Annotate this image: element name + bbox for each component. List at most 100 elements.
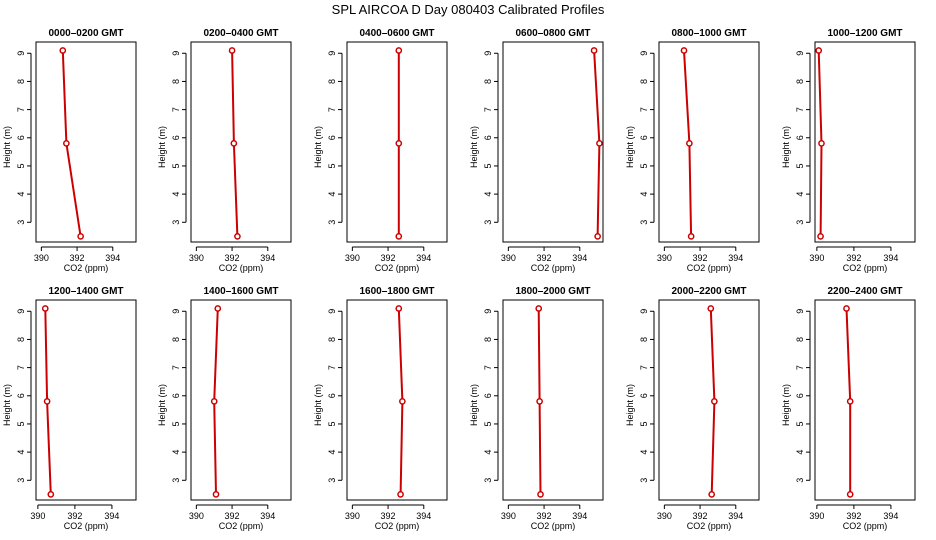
y-tick-label: 9 [16,51,26,56]
data-point [397,491,404,498]
data-point [230,140,238,147]
y-tick-label: 9 [639,51,649,56]
x-axis-label: CO2 (ppm) [219,263,264,273]
x-axis-label: CO2 (ppm) [531,521,576,531]
y-axis-label: Height (m) [781,126,791,168]
y-tick-label: 7 [483,365,493,370]
data-point [395,305,403,312]
x-tick-label: 394 [728,253,743,263]
y-tick-label: 9 [171,309,181,314]
y-axis-label: Height (m) [313,384,323,426]
page-title: SPL AIRCOA D Day 080403 Calibrated Profi… [331,2,605,17]
y-tick-label: 3 [639,220,649,225]
x-tick-label: 390 [809,511,824,521]
y-axis-label: Height (m) [781,384,791,426]
data-point [708,491,716,498]
y-tick-label: 4 [171,450,181,455]
x-tick-label: 392 [693,511,708,521]
x-tick-label: 392 [537,511,552,521]
data-point [596,140,603,147]
y-axis-label: Height (m) [625,126,635,168]
y-axis-label: Height (m) [313,126,323,168]
x-axis-label: CO2 (ppm) [687,521,732,531]
data-point [535,305,543,312]
panel-title: 2000–2200 GMT [671,286,746,297]
plot-frame [346,41,448,243]
y-tick-label: 5 [795,163,805,168]
x-tick-label: 392 [381,253,396,263]
x-tick-label: 392 [67,511,82,521]
y-tick-label: 3 [795,478,805,483]
y-tick-label: 3 [16,220,26,225]
data-point [846,491,854,498]
y-tick-label: 4 [483,192,493,197]
plot-frame [346,299,448,501]
x-tick-label: 394 [416,253,431,263]
x-tick-label: 392 [537,253,552,263]
x-tick-label: 394 [572,253,587,263]
data-point [228,47,236,54]
x-axis-label: CO2 (ppm) [219,521,264,531]
y-tick-label: 4 [327,192,337,197]
x-tick-label: 394 [105,253,120,263]
chart-panel-2: 0200–0400 GMT 390 392 394 3 4 5 6 7 8 9 CO2 (ppm) He… [157,28,292,273]
data-point [63,140,70,147]
data-point [212,491,220,498]
y-tick-label: 9 [483,309,493,314]
data-point [536,398,543,405]
y-tick-label: 4 [795,192,805,197]
x-axis-label: CO2 (ppm) [843,521,888,531]
y-tick-label: 7 [639,365,649,370]
x-tick-label: 392 [693,253,708,263]
y-tick-label: 4 [639,450,649,455]
panel-title: 0400–0600 GMT [359,28,434,39]
plot-frame [658,41,760,243]
y-tick-label: 4 [795,450,805,455]
y-tick-label: 5 [639,421,649,426]
y-tick-label: 8 [795,79,805,84]
chart-panel-6: 1000–1200 GMT 390 392 394 3 4 5 6 7 8 9 CO2 (ppm) He… [781,28,916,273]
x-tick-label: 392 [70,253,85,263]
panel-title: 1200–1400 GMT [48,286,123,297]
plot-frame [35,299,137,501]
data-point [537,491,544,498]
chart-panel-12: 2200–2400 GMT 390 392 394 3 4 5 6 7 8 9 CO2 (ppm) He… [781,286,916,531]
plot-frame [814,299,916,501]
x-tick-label: 394 [883,253,898,263]
chart-panel-4: 0600–0800 GMT 390 392 394 3 4 5 6 7 8 9 CO2 (ppm) He… [469,28,604,273]
panel-title: 2200–2400 GMT [827,286,902,297]
chart-panel-5: 0800–1000 GMT 390 392 394 3 4 5 6 7 8 9 CO2 (ppm) He… [625,28,760,273]
data-point [395,233,403,240]
y-tick-label: 5 [171,421,181,426]
data-point [686,140,693,147]
data-point [210,398,218,405]
plot-frame [502,299,604,501]
y-axis-label: Height (m) [625,384,635,426]
data-point [594,233,601,240]
chart-panel-9: 1600–1800 GMT 390 392 394 3 4 5 6 7 8 9 CO2 (ppm) He… [313,286,448,531]
x-tick-label: 392 [225,511,240,521]
y-tick-label: 5 [16,421,26,426]
chart-panel-3: 0400–0600 GMT 390 392 394 3 4 5 6 7 8 9 CO2 (ppm) He… [313,28,448,273]
panel-title: 0200–0400 GMT [203,28,278,39]
y-tick-label: 5 [483,421,493,426]
y-tick-label: 9 [327,51,337,56]
plot-frame [502,41,604,243]
y-tick-label: 6 [16,135,26,140]
y-tick-label: 7 [171,107,181,112]
panel-title: 1000–1200 GMT [827,28,902,39]
plot-frame [190,299,292,501]
x-tick-label: 390 [189,511,204,521]
y-tick-label: 9 [16,309,26,314]
y-tick-label: 5 [483,163,493,168]
y-tick-label: 3 [795,220,805,225]
y-tick-label: 8 [171,79,181,84]
y-tick-label: 6 [327,135,337,140]
y-tick-label: 5 [327,163,337,168]
y-tick-label: 7 [795,365,805,370]
data-point [843,305,850,312]
y-tick-label: 9 [795,309,805,314]
y-axis-label: Height (m) [157,384,167,426]
y-axis-label: Height (m) [2,384,12,426]
